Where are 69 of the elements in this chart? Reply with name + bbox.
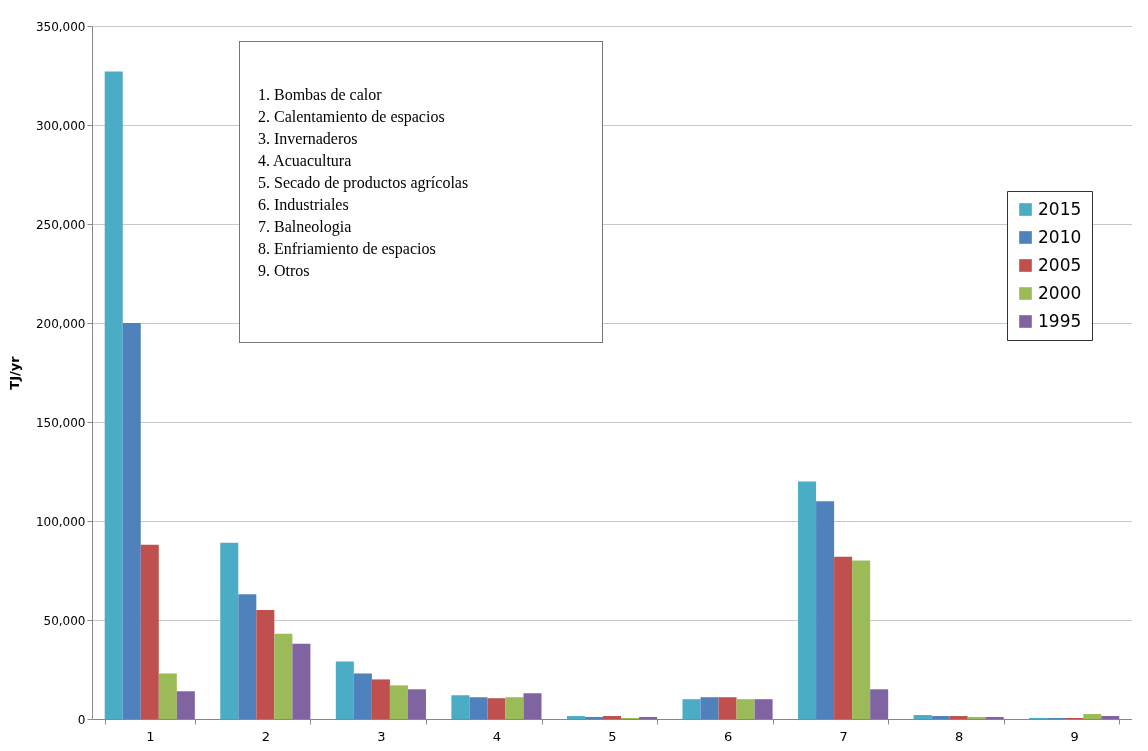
bar xyxy=(407,689,426,719)
legend-label: 2010 xyxy=(1038,226,1082,247)
x-tick-label: 9 xyxy=(1070,728,1079,744)
bar xyxy=(274,633,293,719)
annotation: 5. Secado de productos agrícolas xyxy=(258,173,470,194)
annotation: 9. Otros xyxy=(258,261,311,281)
y-tick-label: 150,000 xyxy=(35,415,86,430)
bar xyxy=(523,693,542,719)
bar xyxy=(451,695,470,719)
bar xyxy=(682,699,701,719)
bar xyxy=(371,679,390,719)
annotation: 8. Enfriamiento de espacios xyxy=(258,239,437,260)
bar xyxy=(566,716,585,719)
legend-label: 1995 xyxy=(1038,310,1082,331)
bar xyxy=(487,698,506,719)
bar xyxy=(238,594,257,719)
legend-label: 2015 xyxy=(1038,198,1082,219)
x-tick-label: 5 xyxy=(608,728,617,744)
annotation: 1. Bombas de calor xyxy=(258,85,383,105)
bar xyxy=(852,560,871,719)
bar xyxy=(798,481,817,719)
bar xyxy=(949,716,968,719)
bar xyxy=(816,501,835,719)
bar xyxy=(834,556,853,719)
annotation: 2. Calentamiento de espacios xyxy=(258,107,446,128)
y-tick-label: 200,000 xyxy=(35,316,86,331)
bar xyxy=(700,697,719,719)
y-tick-label: 300,000 xyxy=(35,118,86,133)
x-tick-label: 1 xyxy=(146,728,155,744)
bar xyxy=(469,697,488,719)
bar xyxy=(158,673,177,719)
x-tick-label: 8 xyxy=(955,728,964,744)
bar xyxy=(335,661,354,719)
y-tick-label: 250,000 xyxy=(35,217,86,232)
x-tick-label: 4 xyxy=(492,728,502,744)
x-tick-label: 6 xyxy=(723,728,733,744)
bar xyxy=(256,610,275,719)
y-tick-label: 50,000 xyxy=(43,613,86,628)
y-tick-label: 100,000 xyxy=(35,514,86,529)
x-tick-label: 2 xyxy=(261,728,270,744)
bar xyxy=(122,323,141,719)
bar xyxy=(220,542,239,719)
y-tick-label: 350,000 xyxy=(35,19,86,34)
bar xyxy=(870,689,889,719)
annotation: 7. Balneologia xyxy=(258,217,353,238)
bar xyxy=(602,716,622,719)
legend-label: 2000 xyxy=(1038,282,1082,303)
bar xyxy=(389,685,408,719)
x-tick-label: 7 xyxy=(839,728,848,744)
bar xyxy=(1083,714,1102,719)
legend-label: 2005 xyxy=(1038,254,1082,275)
y-tick-label: 0 xyxy=(77,712,86,727)
bar xyxy=(292,643,311,719)
annotation: 6. Industriales xyxy=(258,195,350,215)
bar xyxy=(931,716,950,719)
annotation: 4. Acuacultura xyxy=(258,151,353,171)
bar xyxy=(140,544,159,719)
x-tick-label: 3 xyxy=(377,728,386,744)
bar xyxy=(913,715,932,719)
bar xyxy=(505,697,524,719)
bar xyxy=(104,71,123,719)
y-axis-title: TJ/yr xyxy=(6,355,22,390)
bar xyxy=(1101,716,1120,719)
bar xyxy=(176,691,195,719)
bar xyxy=(754,699,773,719)
annotation: 3. Invernaderos xyxy=(258,129,359,149)
bar xyxy=(718,697,737,719)
bar xyxy=(353,673,372,719)
bar xyxy=(736,699,755,719)
